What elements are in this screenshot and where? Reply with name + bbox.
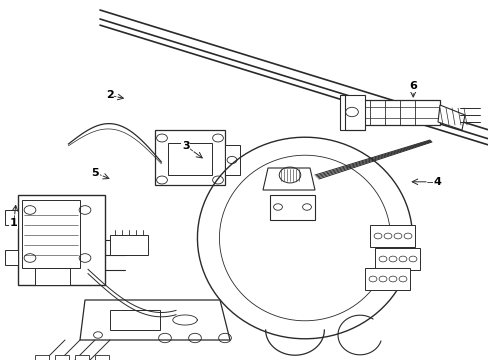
Polygon shape (18, 195, 105, 285)
Polygon shape (110, 310, 160, 330)
Polygon shape (35, 268, 70, 285)
Polygon shape (22, 200, 80, 268)
Text: 1: 1 (10, 218, 18, 228)
Polygon shape (263, 168, 314, 190)
Polygon shape (224, 145, 240, 175)
Text: 3: 3 (182, 141, 189, 151)
Polygon shape (5, 250, 18, 265)
Text: 2: 2 (106, 90, 114, 100)
Polygon shape (339, 95, 364, 130)
Polygon shape (110, 235, 148, 255)
Text: 5: 5 (91, 168, 99, 178)
Polygon shape (269, 195, 314, 220)
Polygon shape (95, 355, 109, 360)
Polygon shape (369, 225, 414, 247)
Polygon shape (155, 130, 224, 185)
Text: 4: 4 (433, 177, 441, 187)
Polygon shape (55, 355, 69, 360)
Polygon shape (374, 248, 419, 270)
Polygon shape (80, 300, 229, 340)
Polygon shape (35, 355, 49, 360)
Polygon shape (75, 355, 89, 360)
Polygon shape (437, 105, 464, 130)
Polygon shape (364, 268, 409, 290)
Polygon shape (359, 100, 439, 125)
Polygon shape (168, 143, 212, 175)
Polygon shape (5, 210, 18, 225)
Text: 6: 6 (408, 81, 416, 91)
